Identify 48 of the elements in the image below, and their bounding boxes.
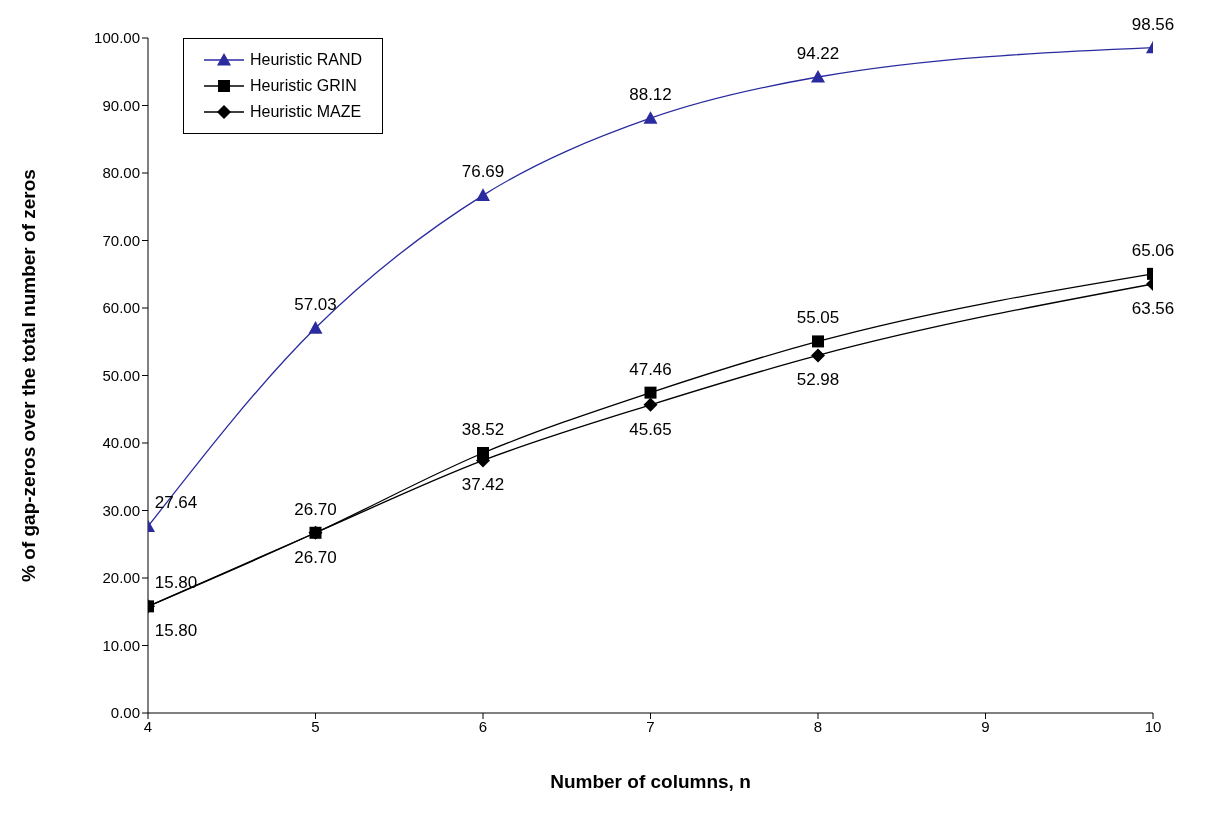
y-tick-label: 80.00 xyxy=(102,164,140,182)
data-label: 94.22 xyxy=(796,44,840,64)
legend-label: Heuristic GRIN xyxy=(250,77,357,95)
y-tick-label: 20.00 xyxy=(102,569,140,587)
data-label: 65.06 xyxy=(1131,240,1175,260)
y-tick-label: 50.00 xyxy=(102,366,140,384)
point xyxy=(643,111,658,124)
point xyxy=(308,321,323,334)
data-label: 15.80 xyxy=(154,621,198,641)
data-label: 26.70 xyxy=(294,547,337,567)
y-tick-label: 30.00 xyxy=(102,501,140,519)
point xyxy=(643,397,658,412)
data-label: 98.56 xyxy=(1131,14,1175,34)
y-tick-label: 10.00 xyxy=(102,636,140,654)
x-tick-label: 4 xyxy=(143,717,153,735)
x-axis-title: Number of columns, n xyxy=(550,771,751,792)
data-label: 15.80 xyxy=(154,573,198,593)
point xyxy=(811,70,825,83)
data-label: 47.46 xyxy=(629,359,672,379)
x-tick-label: 8 xyxy=(813,717,823,735)
data-label: 76.69 xyxy=(461,162,505,182)
data-label: 37.42 xyxy=(461,475,505,495)
data-label: 26.70 xyxy=(294,499,337,519)
legend-label: Heuristic RAND xyxy=(250,51,363,69)
point xyxy=(476,188,490,201)
data-label: 45.65 xyxy=(629,419,672,439)
legend-label: Heuristic MAZE xyxy=(250,103,362,121)
point xyxy=(812,335,824,348)
point xyxy=(644,386,657,399)
data-label: 63.56 xyxy=(1131,298,1175,318)
y-tick-label: 60.00 xyxy=(102,299,140,317)
y-tick-label: 90.00 xyxy=(102,96,140,114)
x-tick-label: 5 xyxy=(311,717,320,735)
data-label: 38.52 xyxy=(461,419,505,439)
y-axis-title: % of gap-zeros over the total number of zeros xyxy=(17,169,39,582)
x-tick-label: 9 xyxy=(981,717,990,735)
y-tick-label: 40.00 xyxy=(102,434,140,452)
data-label: 57.03 xyxy=(294,295,337,315)
data-label: 55.05 xyxy=(796,308,840,328)
point xyxy=(811,348,825,363)
y-tick-label: 0.00 xyxy=(110,704,140,722)
x-tick-label: 10 xyxy=(1144,717,1162,735)
data-label: 52.98 xyxy=(796,370,840,390)
x-tick-label: 6 xyxy=(478,717,488,735)
x-tick-label: 7 xyxy=(646,717,655,735)
y-tick-label: 100.00 xyxy=(94,29,140,47)
y-tick-label: 70.00 xyxy=(102,231,140,249)
data-label: 88.12 xyxy=(629,85,672,105)
